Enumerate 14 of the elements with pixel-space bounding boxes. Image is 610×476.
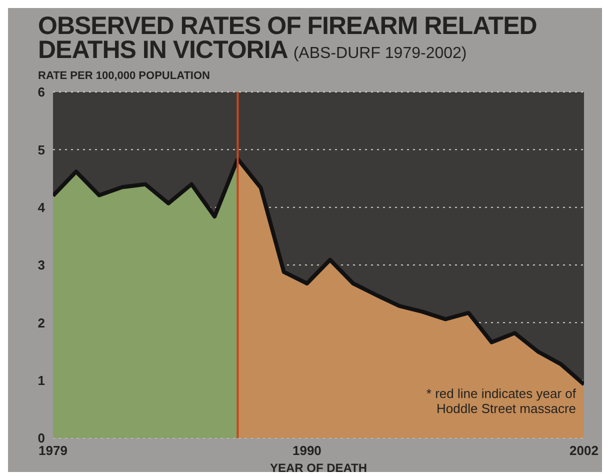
x-axis-title: YEAR OF DEATH	[270, 461, 368, 475]
y-tick-label: 6	[38, 84, 45, 100]
x-tick-label: 1990	[292, 443, 322, 458]
chart-subtitle: (ABS-DURF 1979-2002)	[293, 45, 467, 62]
y-tick-label: 0	[38, 430, 45, 446]
annotation: * red line indicates year of Hoddle Street massacre	[425, 386, 576, 416]
y-tick-label: 2	[38, 315, 45, 330]
x-tick-label: 2002	[570, 443, 598, 458]
y-tick-label: 4	[38, 200, 46, 215]
x-tick-label: 1979	[38, 443, 68, 458]
y-tick-label: 3	[38, 258, 45, 273]
y-axis-title: RATE PER 100,000 POPULATION	[37, 70, 211, 82]
y-tick-label: 5	[38, 142, 45, 158]
y-tick-label: 1	[38, 372, 45, 388]
